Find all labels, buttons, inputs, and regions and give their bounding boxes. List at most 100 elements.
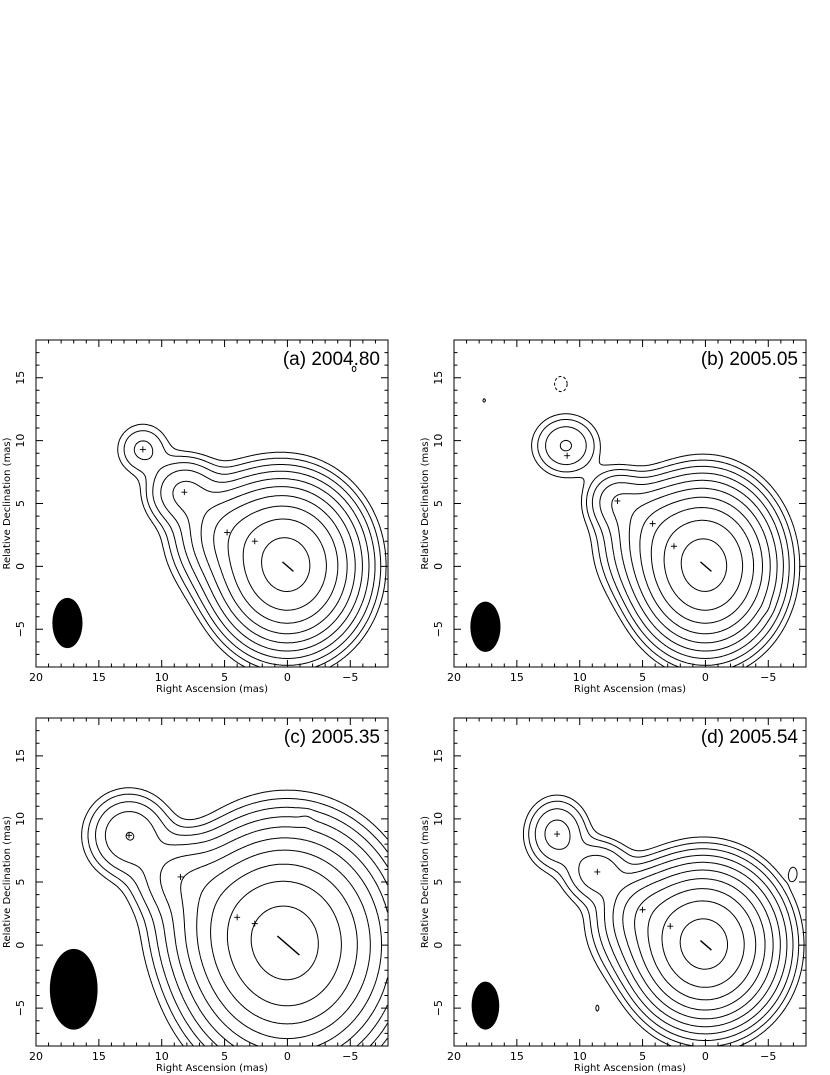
x-tick-label: 15: [92, 1050, 106, 1063]
y-tick-label: 10: [432, 434, 445, 448]
x-tick-label: −5: [760, 1050, 776, 1063]
x-tick-label: 20: [29, 1050, 43, 1063]
contour-level-10: [261, 537, 311, 592]
y-tick-label: 5: [14, 879, 27, 886]
x-tick-label: 10: [573, 1050, 587, 1063]
y-tick-label: −5: [14, 621, 27, 637]
x-tick-label: −5: [342, 1050, 358, 1063]
panel-c: 20 15 10 5 0 −5 −5 0 5 10 15 Right Ascension (mas) R…: [2, 717, 389, 1074]
x-axis-label: Right Ascension (mas): [574, 1063, 686, 1074]
x-tick-label: 5: [221, 1050, 228, 1063]
x-tick-label: 0: [702, 1050, 709, 1063]
contour-level-8: [227, 505, 339, 624]
component-marker-2: [177, 873, 184, 880]
contour-level-3: [95, 801, 388, 1047]
y-tick-label: 10: [14, 434, 27, 448]
contour-level-4: [559, 439, 784, 659]
component-marker-4: [251, 538, 258, 545]
component-marker-4: [671, 543, 677, 550]
x-tick-label: 0: [284, 1050, 291, 1063]
beam-ellipse: [49, 948, 98, 1030]
y-tick-label: 0: [432, 942, 445, 949]
x-tick-label: 5: [639, 671, 646, 684]
x-tick-label: 5: [639, 1050, 646, 1063]
y-tick-label: 0: [14, 563, 27, 570]
beam-ellipse: [470, 601, 501, 652]
contour-level-10: [250, 905, 319, 981]
axis-ticks: [35, 717, 389, 1047]
x-tick-label: 15: [92, 671, 106, 684]
component-marker-1: [564, 452, 571, 459]
contour-map: [81, 787, 388, 1047]
x-tick-label: −5: [342, 671, 358, 684]
y-tick-label: 15: [432, 371, 445, 385]
y-tick-label: −5: [14, 1000, 27, 1016]
contour-level-3: [534, 808, 794, 1041]
contour-level-8: [650, 507, 755, 624]
x-tick-label: 0: [284, 671, 291, 684]
y-tick-label: 5: [14, 500, 27, 507]
component-marker-3: [224, 529, 231, 536]
x-tick-label: 20: [447, 671, 461, 684]
y-axis-label: Relative Declination (mas): [420, 816, 431, 948]
contour-level-9: [226, 880, 342, 1007]
y-axis-label: Relative Declination (mas): [2, 816, 13, 948]
contour-level-2: [87, 793, 388, 1047]
contour-map: [482, 375, 801, 668]
component-marker-1: [554, 831, 561, 838]
x-tick-label: 15: [510, 671, 524, 684]
y-tick-label: 0: [14, 942, 27, 949]
core-marker: [699, 561, 712, 572]
contour-level-4: [104, 811, 388, 1047]
contour-level-6: [622, 869, 774, 1020]
beam-ellipse: [471, 981, 500, 1030]
contour-level-10: [680, 538, 728, 592]
x-tick-label: 10: [155, 1050, 169, 1063]
x-tick-label: 10: [573, 671, 587, 684]
x-axis-label: Right Ascension (mas): [574, 684, 686, 695]
x-tick-label: −5: [760, 671, 776, 684]
axis-ticks: [453, 339, 807, 668]
contour-level-2: [123, 430, 382, 668]
contour-level-9: [661, 900, 745, 988]
contour-level-8: [210, 863, 358, 1025]
contour-level-9: [663, 519, 744, 611]
contour-map: [117, 365, 387, 668]
plot-frame: [35, 339, 389, 668]
contour-level-5: [612, 861, 781, 1028]
contour-level-9: [242, 518, 327, 611]
component-marker-3: [639, 906, 646, 913]
component-marker-1: [126, 832, 133, 839]
y-tick-label: 5: [432, 500, 445, 507]
y-tick-label: 5: [432, 879, 445, 886]
axis-ticks: [453, 717, 807, 1047]
x-axis-label: Right Ascension (mas): [156, 1063, 268, 1074]
y-tick-label: 15: [432, 749, 445, 763]
component-marker-2: [594, 868, 601, 875]
y-tick-label: −5: [432, 621, 445, 637]
component-marker-4: [251, 920, 258, 927]
component-marker-2: [614, 497, 621, 504]
contour-level-3: [545, 426, 790, 666]
core-marker: [699, 940, 712, 951]
contour-level-10: [679, 918, 728, 970]
panel-title: (d) 2005.54: [701, 727, 799, 748]
panel-d: 20 15 10 5 0 −5 −5 0 5 10 15 Right Ascension (mas) R…: [420, 717, 807, 1074]
x-tick-label: 20: [29, 671, 43, 684]
core-marker: [281, 561, 294, 572]
x-axis-label: Right Ascension (mas): [156, 684, 268, 695]
contour-level-4: [160, 469, 370, 659]
contour-level-7: [634, 878, 766, 1011]
panel-title: (c) 2005.35: [284, 727, 380, 748]
component-marker-3: [649, 520, 656, 527]
contour-level-7: [213, 495, 348, 635]
x-tick-label: 10: [155, 671, 169, 684]
y-tick-label: 15: [14, 371, 27, 385]
contour-level-3: [133, 440, 376, 666]
contour-level-1: [81, 787, 388, 1047]
contour-map: [522, 794, 805, 1047]
contour-level-5: [125, 826, 388, 1047]
y-axis-label: Relative Declination (mas): [420, 437, 431, 569]
contour-level-6: [628, 487, 771, 644]
